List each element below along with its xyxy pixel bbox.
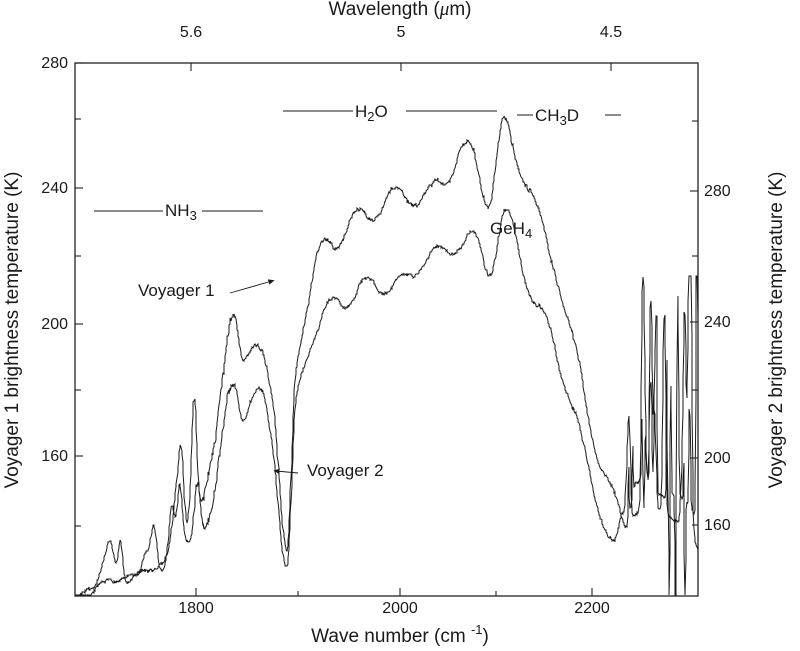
svg-text:Voyager 1 brightness temperatu: Voyager 1 brightness temperature (K) <box>2 172 23 489</box>
svg-text:Wave number (cm -1): Wave number (cm -1) <box>311 622 489 647</box>
svg-text:5: 5 <box>397 24 406 41</box>
svg-text:160: 160 <box>704 517 731 534</box>
svg-text:280: 280 <box>704 183 731 200</box>
svg-text:Voyager 1: Voyager 1 <box>138 281 215 300</box>
svg-text:H2O: H2O <box>355 102 388 124</box>
svg-text:200: 200 <box>704 450 731 467</box>
svg-text:4.5: 4.5 <box>600 24 622 41</box>
svg-text:280: 280 <box>41 55 68 72</box>
svg-text:240: 240 <box>41 180 68 197</box>
svg-text:Wavelength (μm): Wavelength (μm) <box>329 0 472 20</box>
svg-text:240: 240 <box>704 314 731 331</box>
svg-text:2000: 2000 <box>382 600 418 617</box>
svg-text:1800: 1800 <box>178 600 214 617</box>
svg-text:Voyager 2: Voyager 2 <box>307 461 384 480</box>
svg-text:5.6: 5.6 <box>180 24 202 41</box>
svg-text:Voyager 2 brightness temperatu: Voyager 2 brightness temperature (K) <box>766 172 787 489</box>
svg-text:CH3D: CH3D <box>535 106 579 128</box>
svg-text:2200: 2200 <box>574 600 610 617</box>
svg-text:GeH4: GeH4 <box>490 219 532 241</box>
svg-text:NH3: NH3 <box>165 201 197 223</box>
svg-text:160: 160 <box>41 448 68 465</box>
svg-text:200: 200 <box>41 316 68 333</box>
